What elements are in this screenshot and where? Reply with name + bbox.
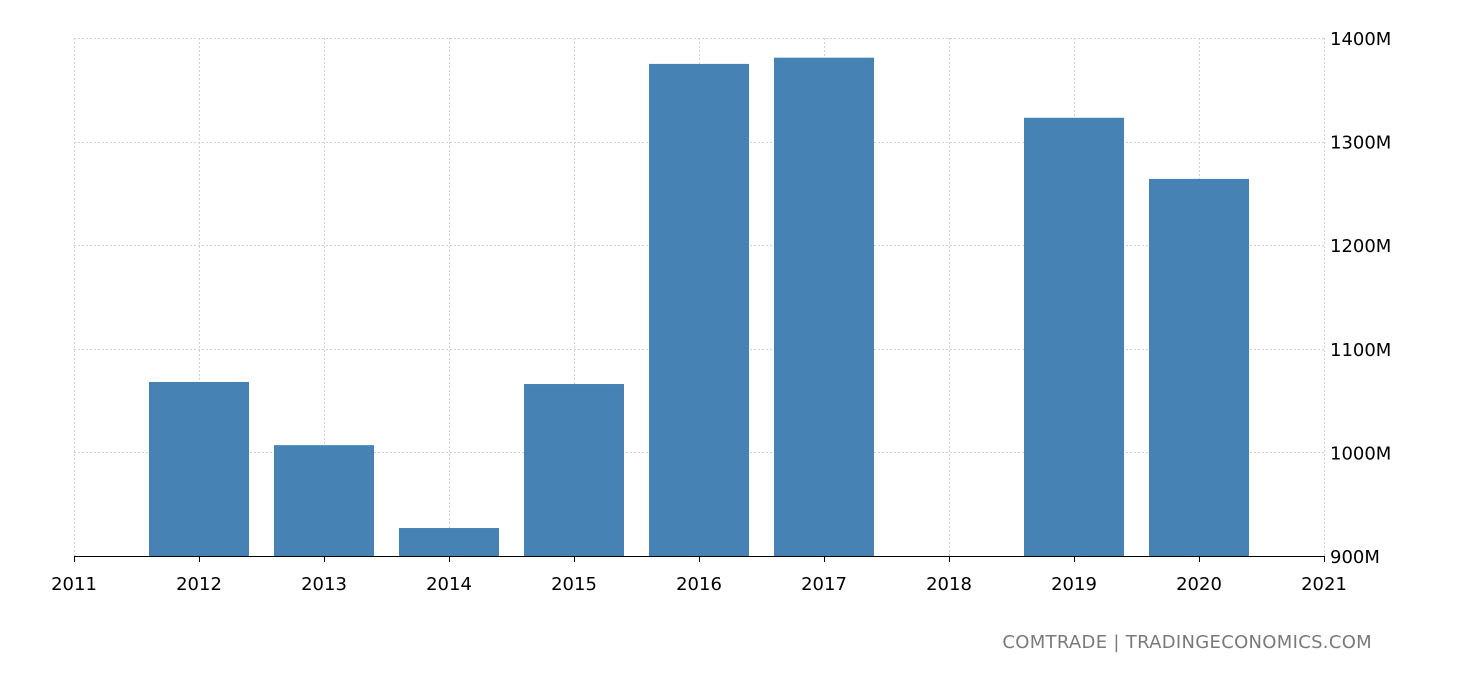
bar-2017 (774, 57, 874, 557)
bar-2016 (649, 63, 749, 557)
x-tick-label: 2021 (1301, 574, 1347, 595)
x-tick-label: 2016 (676, 574, 722, 595)
x-tick-label: 2017 (801, 574, 847, 595)
y-tick-label: 900M (1330, 547, 1380, 568)
bar-2015 (524, 384, 624, 556)
axes (74, 556, 1325, 562)
bar-2013 (274, 445, 374, 556)
bars (149, 57, 1249, 557)
x-tick-label: 2014 (426, 574, 472, 595)
y-tick-label: 1200M (1330, 236, 1391, 257)
bar-2014 (399, 528, 499, 556)
y-tick-label: 1100M (1330, 340, 1391, 361)
x-tick-label: 2019 (1051, 574, 1097, 595)
x-tick-label: 2015 (551, 574, 597, 595)
x-tick-label: 2013 (301, 574, 347, 595)
y-tick-label: 1300M (1330, 133, 1391, 154)
x-tick-labels: 2011 2012 2013 2014 2015 2016 2017 2018 2019 2020… (51, 574, 1347, 595)
x-tick-label: 2012 (176, 574, 222, 595)
x-tick-label: 2018 (926, 574, 972, 595)
x-tick-label: 2011 (51, 574, 97, 595)
source-credit: COMTRADE | TRADINGECONOMICS.COM (1002, 632, 1372, 653)
bar-2019 (1024, 117, 1124, 556)
bar-2012 (149, 381, 249, 556)
y-tick-label: 1400M (1330, 29, 1391, 50)
y-tick-labels: 900M 1000M 1100M 1200M 1300M 1400M (1330, 29, 1391, 568)
bar-2020 (1149, 178, 1249, 556)
y-tick-label: 1000M (1330, 443, 1391, 464)
x-tick-label: 2020 (1176, 574, 1222, 595)
